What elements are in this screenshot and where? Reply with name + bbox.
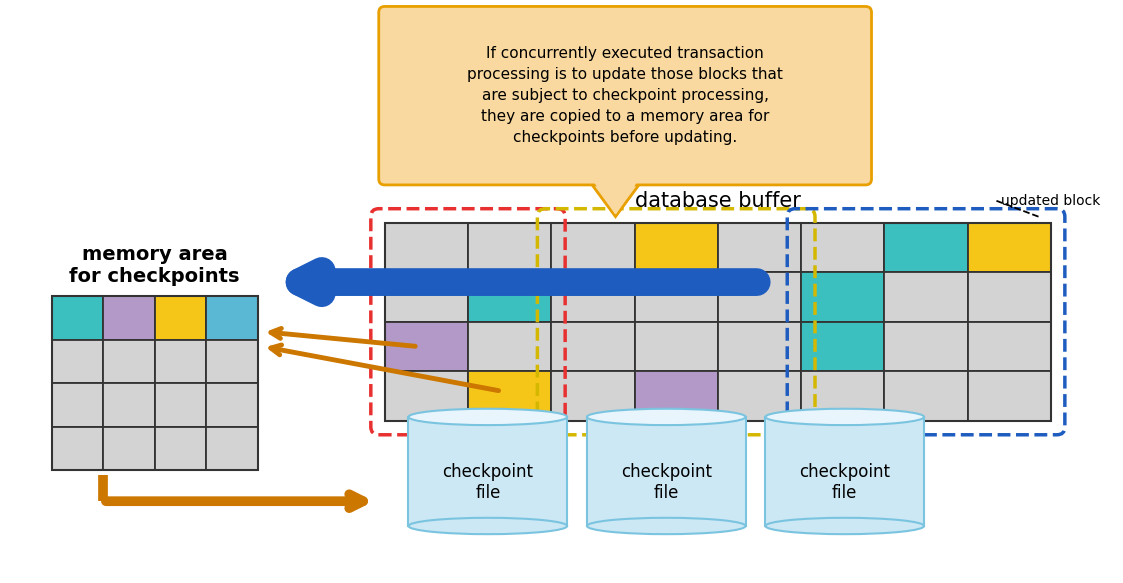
- Bar: [52, 296, 103, 339]
- Bar: [385, 223, 1051, 421]
- Bar: [968, 223, 1051, 272]
- Text: database buffer: database buffer: [634, 191, 801, 210]
- Bar: [587, 417, 746, 526]
- Bar: [551, 322, 634, 371]
- Bar: [718, 371, 801, 421]
- Text: checkpoint
file: checkpoint file: [800, 463, 891, 502]
- Text: checkpoint
file: checkpoint file: [442, 463, 533, 502]
- Bar: [468, 371, 551, 421]
- Text: checkpoint
file: checkpoint file: [621, 463, 712, 502]
- Bar: [207, 427, 258, 470]
- Ellipse shape: [766, 409, 924, 425]
- Bar: [885, 371, 968, 421]
- Polygon shape: [591, 176, 640, 213]
- Bar: [385, 322, 468, 371]
- Bar: [634, 272, 718, 322]
- Bar: [155, 383, 207, 427]
- Ellipse shape: [409, 518, 567, 534]
- Bar: [551, 371, 634, 421]
- Bar: [718, 223, 801, 272]
- Text: If concurrently executed transaction
processing is to update those blocks that
a: If concurrently executed transaction pro…: [467, 46, 783, 145]
- Bar: [634, 322, 718, 371]
- Bar: [155, 339, 207, 383]
- Bar: [103, 383, 155, 427]
- Bar: [207, 339, 258, 383]
- Polygon shape: [587, 179, 643, 217]
- Bar: [885, 322, 968, 371]
- Bar: [52, 427, 103, 470]
- Bar: [385, 371, 468, 421]
- Text: memory area
for checkpoints: memory area for checkpoints: [70, 245, 240, 286]
- Bar: [103, 427, 155, 470]
- Bar: [103, 339, 155, 383]
- Bar: [885, 272, 968, 322]
- Bar: [551, 223, 634, 272]
- Bar: [968, 322, 1051, 371]
- Bar: [968, 272, 1051, 322]
- Bar: [207, 383, 258, 427]
- Ellipse shape: [409, 409, 567, 425]
- Bar: [103, 296, 155, 339]
- Bar: [52, 296, 258, 470]
- Bar: [155, 427, 207, 470]
- Bar: [385, 272, 468, 322]
- Bar: [409, 417, 567, 526]
- Text: updated block: updated block: [1002, 194, 1101, 208]
- Bar: [52, 383, 103, 427]
- Bar: [52, 339, 103, 383]
- Bar: [634, 371, 718, 421]
- Bar: [766, 417, 924, 526]
- Bar: [801, 272, 885, 322]
- Ellipse shape: [587, 518, 746, 534]
- Bar: [634, 223, 718, 272]
- Bar: [551, 272, 634, 322]
- FancyBboxPatch shape: [378, 6, 871, 185]
- Bar: [385, 223, 468, 272]
- Bar: [718, 322, 801, 371]
- Bar: [468, 223, 551, 272]
- Ellipse shape: [587, 409, 746, 425]
- Bar: [885, 223, 968, 272]
- Bar: [801, 322, 885, 371]
- Bar: [468, 272, 551, 322]
- Ellipse shape: [766, 518, 924, 534]
- Bar: [801, 371, 885, 421]
- Bar: [801, 223, 885, 272]
- Bar: [718, 272, 801, 322]
- Bar: [155, 296, 207, 339]
- Bar: [207, 296, 258, 339]
- Bar: [468, 322, 551, 371]
- Bar: [968, 371, 1051, 421]
